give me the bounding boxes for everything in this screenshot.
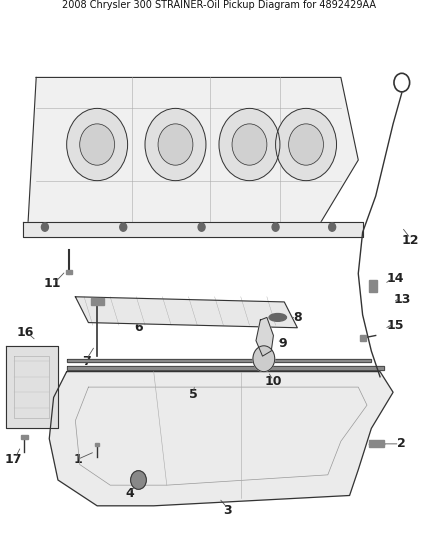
Polygon shape xyxy=(6,346,58,429)
Text: 16: 16 xyxy=(17,326,34,340)
Circle shape xyxy=(145,108,206,181)
Circle shape xyxy=(276,108,336,181)
Circle shape xyxy=(131,471,146,489)
Polygon shape xyxy=(256,318,273,356)
Circle shape xyxy=(158,124,193,165)
Text: 17: 17 xyxy=(5,453,22,466)
Polygon shape xyxy=(75,297,297,328)
Text: 9: 9 xyxy=(279,337,287,350)
Circle shape xyxy=(80,124,115,165)
Polygon shape xyxy=(67,367,385,370)
Polygon shape xyxy=(28,77,358,232)
Bar xyxy=(360,335,366,341)
Ellipse shape xyxy=(269,313,286,321)
Text: 7: 7 xyxy=(82,355,91,368)
Text: 5: 5 xyxy=(188,389,197,401)
Text: 11: 11 xyxy=(44,277,61,290)
Text: 2: 2 xyxy=(397,438,406,450)
Circle shape xyxy=(253,346,275,372)
Text: 2008 Chrysler 300 STRAINER-Oil Pickup Diagram for 4892429AA: 2008 Chrysler 300 STRAINER-Oil Pickup Di… xyxy=(62,1,376,10)
Circle shape xyxy=(198,223,205,231)
Text: 3: 3 xyxy=(223,504,232,518)
Circle shape xyxy=(67,108,127,181)
Text: 14: 14 xyxy=(386,272,404,285)
Circle shape xyxy=(272,223,279,231)
Text: 15: 15 xyxy=(386,319,404,332)
Text: 10: 10 xyxy=(265,375,282,389)
Text: 6: 6 xyxy=(134,321,143,334)
Circle shape xyxy=(289,124,323,165)
Polygon shape xyxy=(67,359,371,362)
Bar xyxy=(21,434,28,439)
Bar xyxy=(91,298,104,304)
Polygon shape xyxy=(23,222,363,237)
Bar xyxy=(66,270,72,273)
Bar xyxy=(369,280,377,292)
Bar xyxy=(369,440,385,448)
Text: 4: 4 xyxy=(125,488,134,500)
Circle shape xyxy=(328,223,336,231)
Text: 13: 13 xyxy=(393,293,410,306)
Circle shape xyxy=(232,124,267,165)
Text: 12: 12 xyxy=(402,233,419,246)
Circle shape xyxy=(219,108,280,181)
Circle shape xyxy=(120,223,127,231)
Polygon shape xyxy=(49,372,393,506)
Text: 8: 8 xyxy=(293,311,302,324)
Bar xyxy=(95,443,99,447)
Circle shape xyxy=(42,223,48,231)
Text: 1: 1 xyxy=(73,453,82,466)
